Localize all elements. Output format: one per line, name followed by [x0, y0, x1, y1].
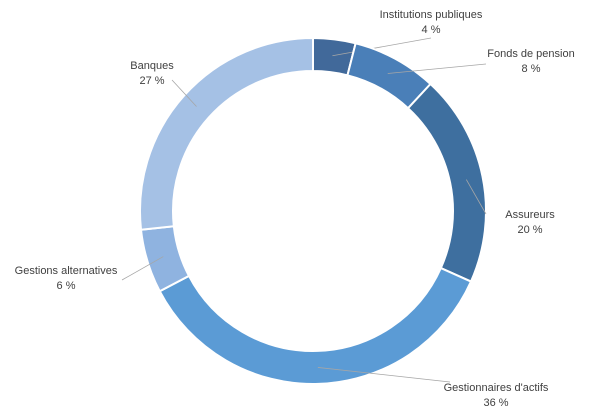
slice-label: Banques — [130, 60, 174, 72]
leader-line — [121, 256, 164, 281]
slice-label: Gestions alternatives — [15, 265, 118, 277]
slice-assureurs — [406, 82, 487, 283]
slice-label: Gestionnaires d'actifs — [444, 382, 549, 394]
slice-value-label: 36 % — [483, 397, 508, 409]
slice-value-label: 8 % — [522, 63, 541, 75]
leader-line — [387, 63, 487, 74]
slice-label: Fonds de pension — [487, 48, 574, 60]
leader-line — [317, 367, 451, 383]
slice-label: Institutions publiques — [380, 9, 483, 21]
slice-value-label: 4 % — [422, 24, 441, 36]
slice-value-label: 27 % — [139, 75, 164, 87]
slice-value-label: 6 % — [57, 280, 76, 292]
leader-line — [171, 79, 197, 107]
slice-value-label: 20 % — [517, 224, 542, 236]
slice-label: Assureurs — [505, 209, 555, 221]
leader-line — [332, 37, 432, 57]
slice-banques — [139, 36, 314, 231]
slice-gestionnaires-d-actifs — [158, 266, 473, 385]
leader-line — [465, 179, 487, 215]
